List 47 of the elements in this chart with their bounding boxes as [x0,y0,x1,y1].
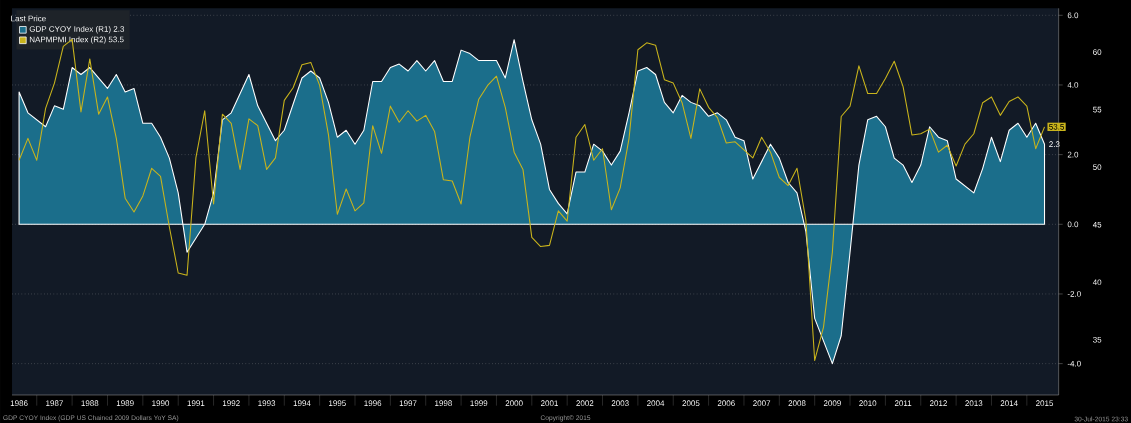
x-tick-label: 2011 [894,400,912,407]
y-tick-label: 6.0 [1067,12,1079,19]
y-tick-label: 0.0 [1067,221,1079,228]
y2-tick-label: 55 [1093,106,1102,113]
x-tick-label: 2010 [859,400,877,407]
x-tick-label: 1996 [364,400,382,407]
x-tick-label: 2008 [788,400,806,407]
y2-tick-label: 50 [1093,164,1102,170]
x-tick-label: 1999 [470,400,488,407]
data-label: 53.5 [1049,124,1065,130]
legend-label: GDP CYOY Index (R1) 2.3 [29,25,125,34]
x-tick-label: 2003 [611,400,629,407]
x-tick-label: 1992 [222,400,240,407]
y2-tick-label: 60 [1093,49,1102,55]
x-tick-label: 2014 [1000,400,1018,407]
x-tick-label: 1997 [399,400,417,407]
x-tick-label: 2013 [965,400,983,407]
x-tick-label: 2007 [753,400,771,407]
x-tick-label: 1994 [293,400,311,407]
x-tick-label: 1991 [187,400,205,407]
x-tick-label: 1995 [329,400,346,407]
x-tick-label: 1990 [152,400,170,407]
x-tick-label: 1998 [435,400,452,407]
x-tick-label: 1988 [81,400,99,407]
y2-tick-label: 45 [1092,221,1102,228]
data-label: 2.3 [1049,141,1060,148]
x-tick-label: 2006 [717,400,735,407]
x-tick-label: 2009 [823,400,841,407]
x-tick-label: 1993 [258,400,276,407]
y-tick-label: -4.0 [1067,360,1081,367]
x-tick-label: 2012 [929,400,947,407]
x-tick-label: 1987 [46,400,63,407]
x-tick-label: 2005 [682,400,700,407]
y2-tick-label: 35 [1093,336,1102,343]
y-tick-label: 2.0 [1067,151,1079,158]
x-tick-label: 2015 [1036,400,1054,407]
y-tick-label: 4.0 [1067,82,1079,88]
legend-title: Last Price [11,15,46,22]
y-tick-label: -2.0 [1067,291,1081,297]
x-tick-label: 2002 [576,400,594,407]
x-tick-label: 2000 [505,400,523,407]
x-tick-label: 2001 [540,400,558,407]
legend-label: NAPMPMI Index (R2) 53.5 [29,36,124,44]
x-tick-label: 1989 [116,400,134,407]
y2-tick-label: 40 [1092,279,1102,286]
x-tick-label: 2004 [647,400,665,407]
x-tick-label: 1986 [10,400,28,407]
